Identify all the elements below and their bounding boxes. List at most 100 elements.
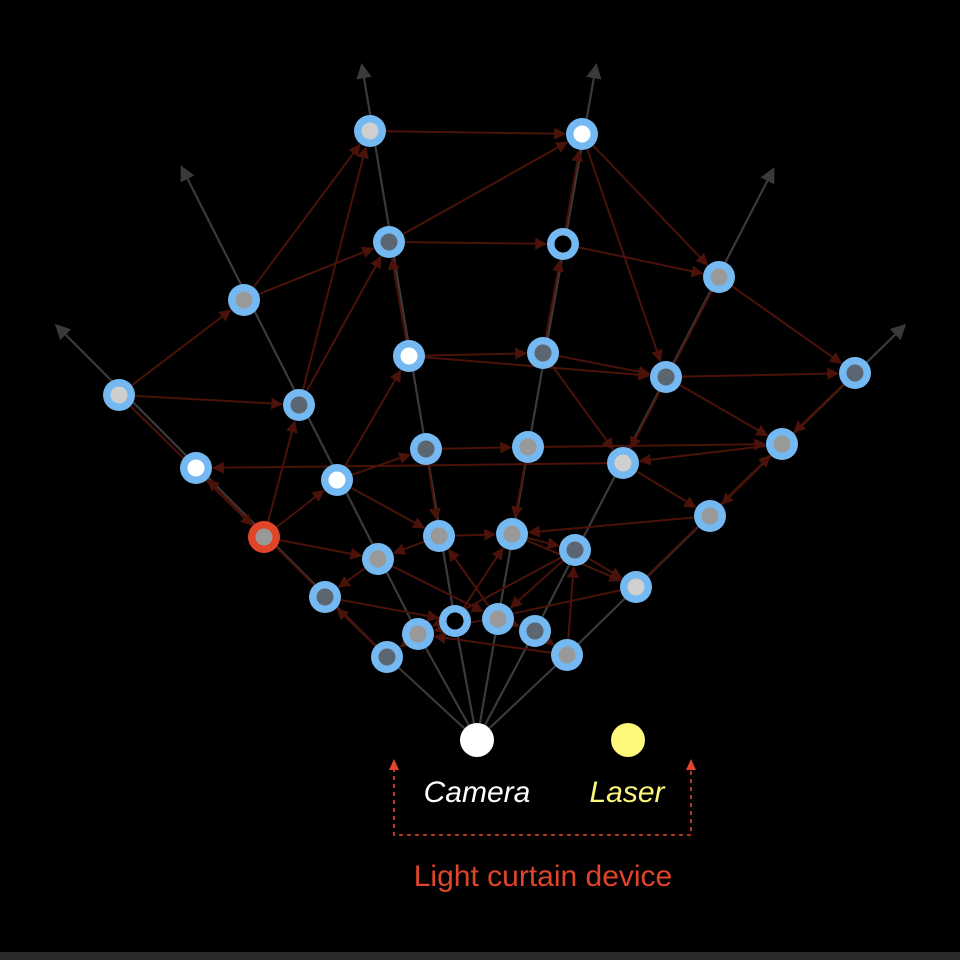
- graph-edge: [349, 486, 426, 529]
- graph-edge: [390, 564, 484, 613]
- bottom-bar: [0, 952, 960, 960]
- graph-node: [607, 447, 639, 479]
- graph-node: [439, 605, 471, 637]
- graph-edge: [343, 369, 402, 468]
- graph-edge: [305, 255, 382, 393]
- graph-edge: [680, 367, 840, 380]
- graph-edge: [440, 441, 513, 454]
- graph-node: [566, 118, 598, 150]
- graph-edge: [453, 528, 497, 541]
- graph-edge: [392, 540, 426, 555]
- graph-edge: [301, 146, 369, 391]
- node-core: [290, 396, 308, 414]
- graph-node: [703, 261, 735, 293]
- graph-edge: [585, 147, 663, 363]
- node-core: [400, 347, 418, 365]
- graph-node: [547, 228, 579, 260]
- graph-node: [496, 518, 528, 550]
- graph-edge: [551, 364, 614, 451]
- graph-edge: [542, 438, 767, 451]
- graph-edge: [133, 394, 284, 410]
- graph-edge: [350, 452, 412, 477]
- graph-edge: [506, 616, 520, 629]
- node-core: [558, 646, 576, 664]
- graph-edge: [462, 547, 504, 610]
- graph-edge: [399, 635, 413, 648]
- graph-edge: [678, 383, 769, 437]
- node-core: [409, 625, 427, 643]
- graph-node: [527, 337, 559, 369]
- graph-edge: [591, 144, 709, 266]
- graph-edge: [337, 566, 367, 588]
- graph-edge: [278, 538, 363, 560]
- graph-edge: [336, 607, 377, 648]
- graph-node: [519, 615, 551, 647]
- graph-node: [354, 115, 386, 147]
- graph-node: [283, 389, 315, 421]
- node-core: [380, 233, 398, 251]
- node-core: [573, 125, 591, 143]
- graph-edge: [509, 559, 565, 609]
- node-core: [110, 386, 128, 404]
- node-core: [503, 525, 521, 543]
- graph-node: [373, 226, 405, 258]
- graph-node: [371, 641, 403, 673]
- graph-edge: [526, 536, 560, 549]
- graph-node: [410, 433, 442, 465]
- bracket-arrow-left-icon: [389, 759, 399, 770]
- graph-edge: [433, 631, 553, 654]
- graph-node: [482, 603, 514, 635]
- graph-edge: [557, 354, 651, 378]
- laser-icon: [611, 723, 645, 757]
- graph-node: [512, 431, 544, 463]
- graph-nodes: [103, 115, 871, 673]
- graph-node: [423, 520, 455, 552]
- graph-node: [362, 543, 394, 575]
- node-core: [328, 471, 346, 489]
- graph-edge: [384, 127, 567, 140]
- laser-label: Laser: [589, 776, 665, 809]
- graph-edge: [635, 469, 697, 509]
- graph-edge: [403, 237, 548, 250]
- graph-node: [321, 464, 353, 496]
- graph-node: [694, 500, 726, 532]
- node-core: [417, 440, 435, 458]
- node-core: [369, 550, 387, 568]
- node-core: [430, 527, 448, 545]
- node-core: [526, 622, 544, 640]
- node-core: [701, 507, 719, 525]
- graph-edge: [257, 246, 375, 296]
- graph-edge: [130, 309, 232, 387]
- graph-edges: [129, 127, 846, 654]
- node-core: [554, 235, 572, 253]
- graph-node: [393, 340, 425, 372]
- node-core: [657, 368, 675, 386]
- node-core: [710, 268, 728, 286]
- node-core: [614, 454, 632, 472]
- graph-node: [620, 571, 652, 603]
- camera-label: Camera: [424, 776, 531, 809]
- graph-edge: [527, 516, 696, 538]
- node-core: [627, 578, 645, 596]
- graph-edge: [564, 149, 584, 230]
- graph-edge: [544, 259, 564, 339]
- node-core: [566, 541, 584, 559]
- device-label: Light curtain device: [414, 860, 673, 893]
- graph-node: [650, 361, 682, 393]
- graph-edge: [511, 461, 527, 519]
- graph-edge: [211, 461, 609, 474]
- graph-node: [228, 284, 260, 316]
- graph-edge: [638, 444, 768, 466]
- node-core: [534, 344, 552, 362]
- graph-node: [180, 452, 212, 484]
- graph-node: [766, 428, 798, 460]
- camera-icon: [460, 723, 494, 757]
- graph-edge: [401, 141, 569, 236]
- node-core: [361, 122, 379, 140]
- graph-edge: [587, 556, 623, 580]
- graph-edge: [266, 420, 298, 523]
- graph-edge: [448, 548, 491, 608]
- node-core: [255, 528, 273, 546]
- node-core: [235, 291, 253, 309]
